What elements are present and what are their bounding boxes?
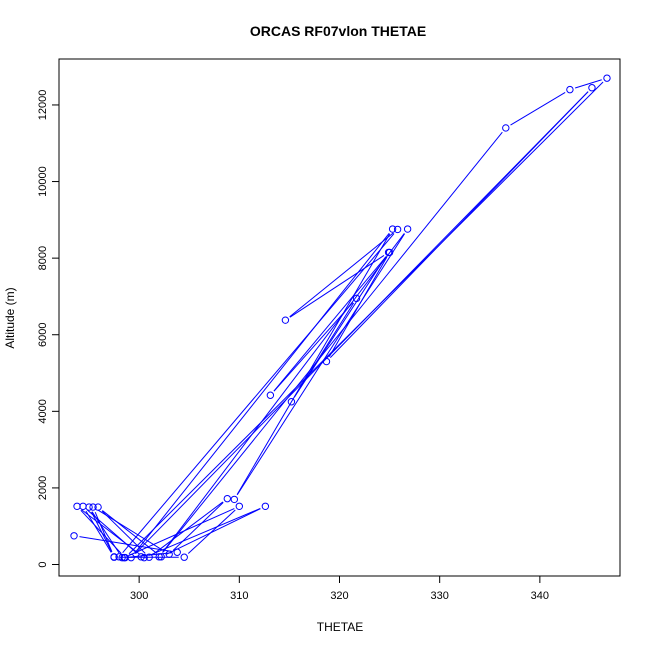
data-point <box>180 553 188 561</box>
series-segment <box>236 233 391 495</box>
series-segment <box>97 509 165 552</box>
y-axis-label: Altitude (m) <box>3 287 17 348</box>
data-point <box>94 503 102 511</box>
series-segment <box>289 254 385 318</box>
series-segment <box>293 256 387 398</box>
series-segment <box>81 509 141 555</box>
data-point <box>70 532 78 540</box>
data-point <box>384 248 393 257</box>
data-point <box>235 502 244 511</box>
series-segment <box>510 92 566 126</box>
series-segment <box>328 256 388 358</box>
data-point <box>73 502 81 511</box>
data-point <box>566 85 574 94</box>
series-segment <box>172 502 224 551</box>
x-tick-label: 320 <box>330 590 348 602</box>
data-point <box>230 495 239 504</box>
chart-title: ORCAS RF07vlon THETAE <box>250 23 426 39</box>
data-point <box>393 225 402 234</box>
series-segment <box>162 131 503 553</box>
series-segment <box>94 511 113 552</box>
x-tick-label: 300 <box>130 590 148 602</box>
data-point <box>165 550 173 558</box>
data-point <box>140 553 148 562</box>
series-segment <box>153 501 224 555</box>
series-segment <box>149 507 261 556</box>
y-tick-label: 2000 <box>37 476 49 500</box>
data-point <box>155 553 163 561</box>
y-axis: 0 2000 4000 6000 8000 10000 12000 <box>37 90 60 568</box>
data-point <box>322 357 331 366</box>
data-point <box>110 553 118 561</box>
data-point <box>85 503 93 511</box>
series-segment <box>162 233 405 553</box>
data-point <box>588 84 596 92</box>
series-segment <box>101 510 146 554</box>
series-segment <box>128 508 235 556</box>
data-point <box>89 503 97 511</box>
x-tick-label: 330 <box>430 590 448 602</box>
data-point <box>145 553 153 561</box>
x-axis: 300 310 320 330 340 <box>130 575 549 602</box>
data-point <box>388 225 397 233</box>
data-point <box>603 74 611 82</box>
data-point <box>127 553 135 562</box>
x-tick-label: 340 <box>531 590 549 602</box>
y-tick-label: 8000 <box>37 246 49 270</box>
data-point <box>173 548 181 556</box>
series-segment <box>102 510 158 554</box>
data-point <box>79 502 87 511</box>
data-point <box>352 294 361 303</box>
series-segment <box>134 233 390 554</box>
data-point <box>223 494 232 503</box>
data-point <box>266 391 275 399</box>
series-segment <box>273 256 387 392</box>
x-tick-label: 310 <box>230 590 248 602</box>
series-segment <box>80 509 122 554</box>
series-segment <box>575 79 602 89</box>
y-tick-label: 4000 <box>37 399 49 423</box>
data-point <box>157 553 165 561</box>
series-lines <box>79 79 604 558</box>
y-tick-label: 12000 <box>37 90 49 121</box>
x-axis-label: THETAE <box>317 620 363 634</box>
data-point <box>118 553 126 562</box>
series-segment <box>134 91 589 555</box>
data-point <box>137 553 145 561</box>
data-point <box>281 316 290 324</box>
y-tick-label: 10000 <box>37 166 49 197</box>
series-segment <box>165 508 261 555</box>
data-point <box>261 502 270 511</box>
data-point <box>502 124 510 132</box>
series-segment <box>122 233 395 553</box>
series-segment <box>329 91 589 358</box>
series-segment <box>289 232 394 318</box>
data-point <box>115 553 123 561</box>
data-point <box>403 225 412 233</box>
series-points <box>70 74 611 562</box>
series-segment <box>85 510 112 553</box>
series-segment <box>273 302 354 392</box>
y-tick-label: 6000 <box>37 322 49 346</box>
data-point <box>287 398 296 406</box>
y-tick-label: 0 <box>37 561 49 567</box>
